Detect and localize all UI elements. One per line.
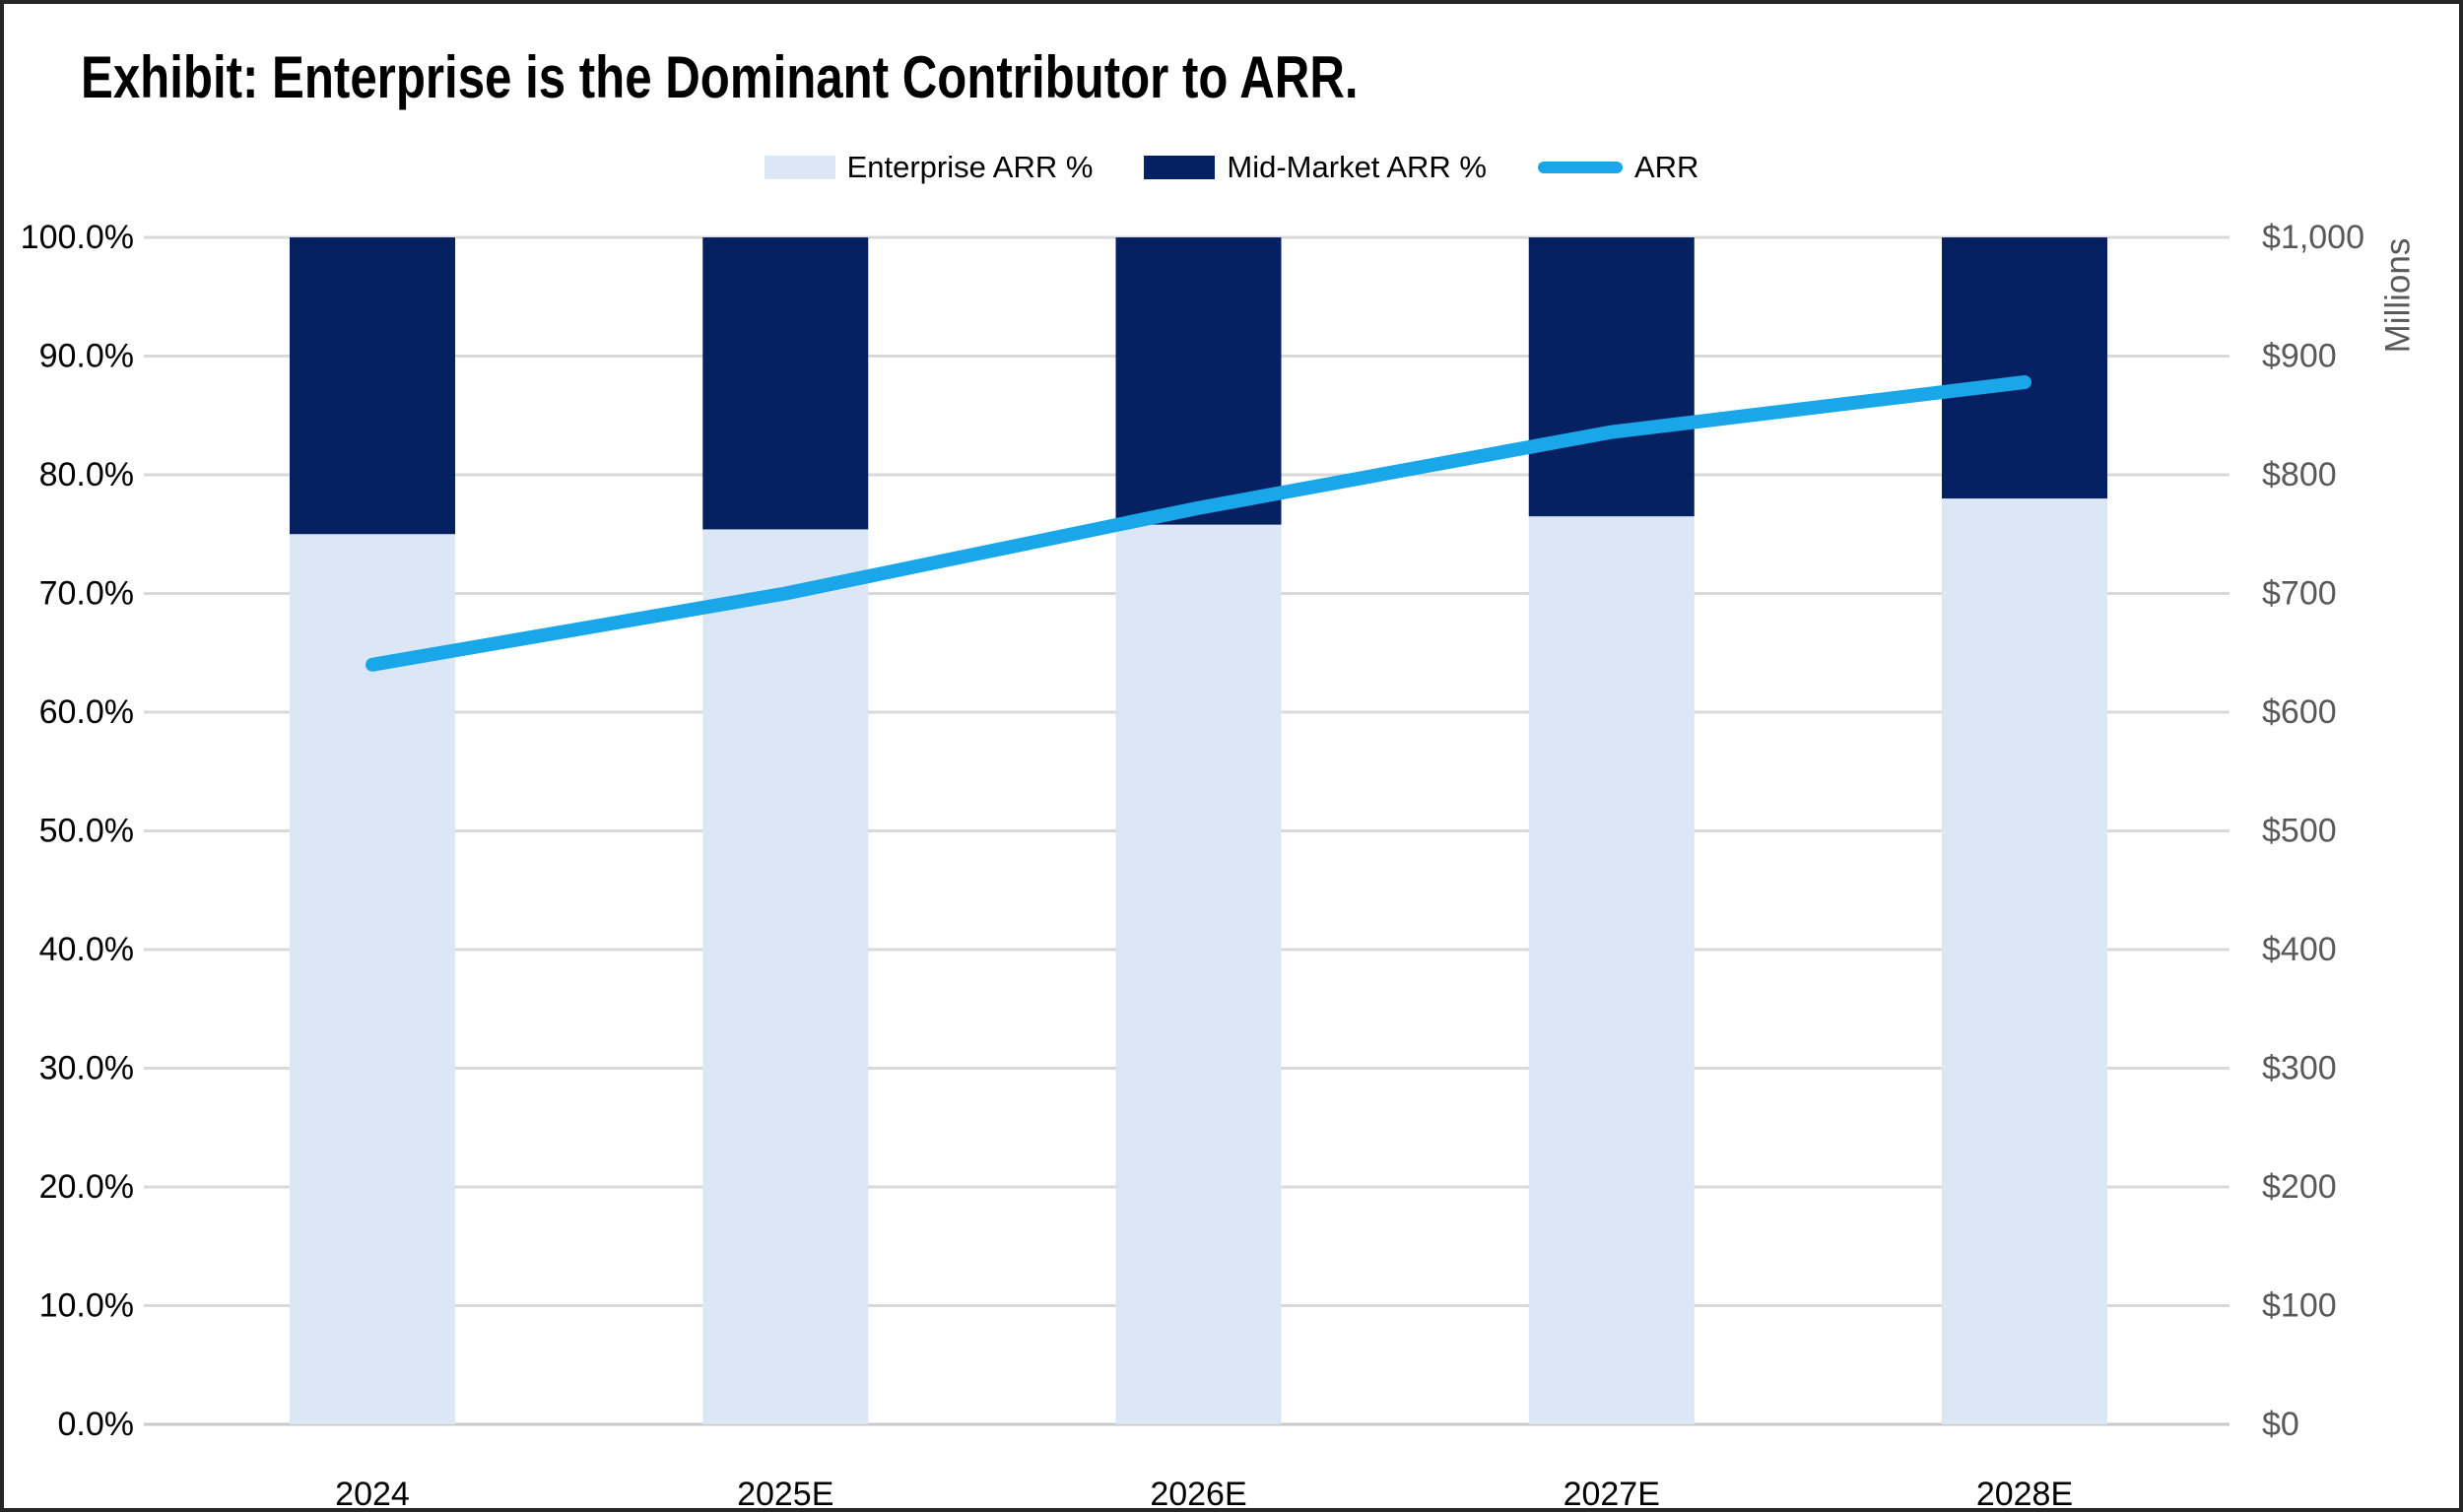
x-axis-label: 2028E [1976, 1476, 2073, 1512]
left-axis-tick: 10.0% [39, 1287, 134, 1325]
x-axis-label: 2026E [1150, 1476, 1246, 1512]
legend-item-arr: ARR [1537, 150, 1699, 185]
left-axis-tick: 100.0% [21, 219, 134, 256]
right-axis-tick: $700 [2262, 575, 2337, 613]
x-axis-label: 2025E [737, 1476, 833, 1512]
left-axis-tick: 50.0% [39, 813, 134, 850]
chart-title: Exhibit: Enterprise is the Dominant Cont… [81, 44, 1359, 110]
legend-box-swatch-icon [1144, 156, 1216, 179]
right-axis-tick: $900 [2262, 338, 2337, 375]
legend-item-label: Mid-Market ARR % [1227, 150, 1487, 184]
x-axis-label: 2027E [1564, 1476, 1660, 1512]
right-axis-title: Millions [2379, 238, 2418, 354]
bar-segment-enterprise [290, 534, 455, 1424]
bar-segment-mid-market [702, 237, 869, 530]
left-axis-tick: 70.0% [39, 575, 134, 613]
chart-canvas: 100.0% $1,000 90.0% $900 80.0% $800 70.0% $700 6… [21, 219, 2418, 1512]
bar-segment-enterprise [1942, 498, 2107, 1425]
left-axis-tick: 90.0% [39, 338, 134, 375]
bar-segment-enterprise [702, 529, 869, 1424]
right-axis-tick: $200 [2262, 1168, 2337, 1206]
x-axis-label: 2024 [335, 1476, 410, 1512]
right-axis-tick: $100 [2262, 1287, 2337, 1325]
right-axis-tick: $600 [2262, 693, 2337, 731]
right-axis-tick: $0 [2262, 1406, 2299, 1443]
legend-item-enterprise-arr: Enterprise ARR % [764, 150, 1094, 185]
legend-item-mid-market-arr: Mid-Market ARR % [1144, 150, 1487, 185]
right-axis-tick: $1,000 [2262, 219, 2364, 256]
right-axis-tick: $400 [2262, 931, 2337, 968]
left-axis-tick: 40.0% [39, 931, 134, 968]
legend-item-label: Enterprise ARR % [846, 150, 1094, 184]
bar-segment-mid-market [290, 237, 455, 535]
arr-line [366, 375, 2031, 672]
right-axis-tick: $800 [2262, 456, 2337, 493]
legend-box-swatch-icon [764, 156, 835, 179]
bar-segment-mid-market [1115, 237, 1282, 525]
left-axis-tick: 0.0% [58, 1406, 135, 1443]
bar-segment-mid-market [1528, 237, 1695, 517]
chart-legend: Enterprise ARR % Mid-Market ARR % ARR [4, 150, 2459, 185]
left-axis-tick: 30.0% [39, 1050, 134, 1087]
bar-segment-mid-market [1942, 237, 2107, 499]
bar-segment-enterprise [1528, 516, 1695, 1424]
right-axis-tick: $300 [2262, 1050, 2337, 1087]
bar-segment-enterprise [1115, 524, 1282, 1424]
legend-item-label: ARR [1633, 150, 1699, 184]
right-axis-tick: $500 [2262, 813, 2337, 850]
left-axis-tick: 60.0% [39, 693, 134, 731]
legend-line-swatch-icon [1537, 162, 1623, 173]
left-axis-tick: 80.0% [39, 456, 134, 493]
left-axis-tick: 20.0% [39, 1168, 134, 1206]
